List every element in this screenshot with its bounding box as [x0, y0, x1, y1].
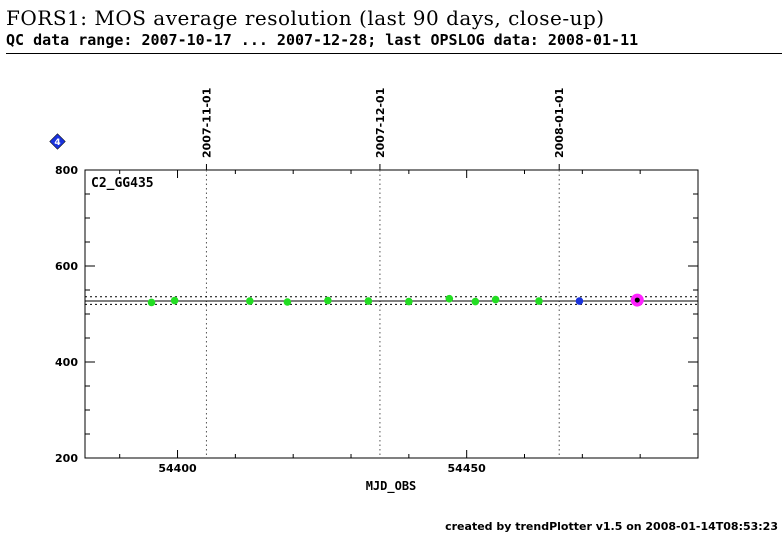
chart-subtitle: QC data range: 2007-10-17 ... 2007-12-28… [6, 31, 639, 49]
symbol-marker: 4 [49, 133, 66, 150]
x-axis-label: MJD_OBS [366, 479, 417, 494]
plot-frame [84, 169, 699, 459]
data-point [575, 297, 584, 305]
y-tick-label-2: 600 [55, 260, 78, 273]
title-rule [6, 53, 782, 54]
y-tick-label-1: 400 [55, 356, 78, 369]
date-marker-label-2: 2008-01-01 [553, 88, 566, 158]
data-point [283, 298, 292, 306]
data-point [246, 297, 254, 305]
y-tick-label-0: 200 [55, 452, 78, 465]
symbol-marker-label: 4 [54, 138, 60, 148]
y-tick-label-3: 800 [55, 164, 78, 177]
data-point [405, 297, 413, 306]
data-point-highlight-center [634, 297, 640, 303]
data-point [491, 295, 500, 304]
data-point [535, 297, 543, 305]
x-tick-label-1: 54450 [448, 462, 487, 475]
date-marker-label-1: 2007-12-01 [374, 88, 387, 158]
panel-label: C2_GG435 [91, 176, 154, 191]
data-point [170, 296, 179, 305]
date-marker-label-0: 2007-11-01 [200, 88, 213, 158]
chart-title: FORS1: MOS average resolution (last 90 d… [6, 6, 605, 30]
data-point [471, 297, 480, 306]
data-point [445, 294, 454, 303]
data-point [324, 296, 332, 305]
x-tick-label-0: 54400 [158, 462, 197, 475]
data-point [364, 297, 373, 305]
footer-credit: created by trendPlotter v1.5 on 2008-01-… [445, 520, 778, 533]
data-point [147, 298, 156, 307]
